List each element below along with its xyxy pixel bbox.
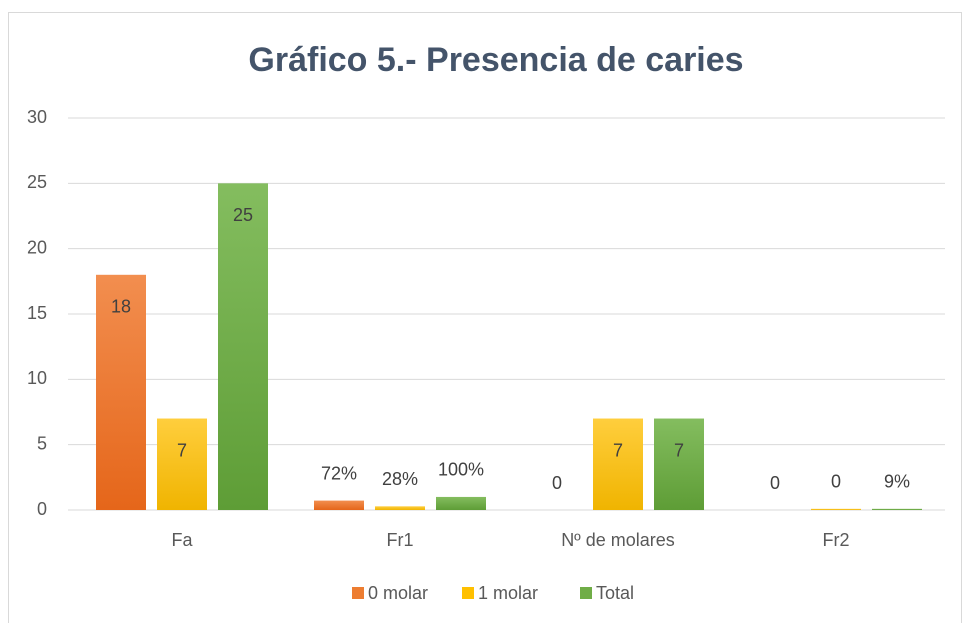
data-label: 28% [382,469,418,489]
legend-label: 0 molar [368,583,428,603]
bar [375,506,425,510]
chart-title: Gráfico 5.- Presencia de caries [248,41,743,79]
legend-swatch [580,587,592,599]
bar [811,508,861,510]
data-label: 25 [233,205,253,225]
y-tick-label: 10 [27,368,47,388]
bar [218,183,268,511]
legend-label: 1 molar [478,583,538,603]
bar [593,418,643,510]
y-tick-label: 30 [27,107,47,127]
bar [872,508,922,510]
data-label: 0 [831,472,841,492]
x-tick-label: Fr2 [823,530,850,550]
bar [654,418,704,510]
data-label: 9% [884,472,910,492]
y-tick-label: 25 [27,172,47,192]
x-tick-label: Fr1 [387,530,414,550]
bar [96,274,146,510]
data-label: 7 [177,440,187,460]
legend-swatch [352,587,364,599]
y-tick-label: 15 [27,303,47,323]
y-tick-label: 5 [37,433,47,453]
legend-label: Total [596,583,634,603]
legend-swatch [462,587,474,599]
data-label: 72% [321,463,357,483]
bar [157,418,207,510]
x-tick-label: Nº de molares [561,530,675,550]
data-label: 100% [438,460,484,480]
bar [436,496,486,510]
y-tick-label: 0 [37,499,47,519]
y-tick-label: 20 [27,237,47,257]
data-label: 7 [613,440,623,460]
data-label: 0 [770,473,780,493]
data-label: 18 [111,297,131,317]
chart-frame [8,12,962,623]
data-label: 0 [552,473,562,493]
data-label: 7 [674,440,684,460]
bar [314,500,364,510]
x-tick-label: Fa [171,530,193,550]
